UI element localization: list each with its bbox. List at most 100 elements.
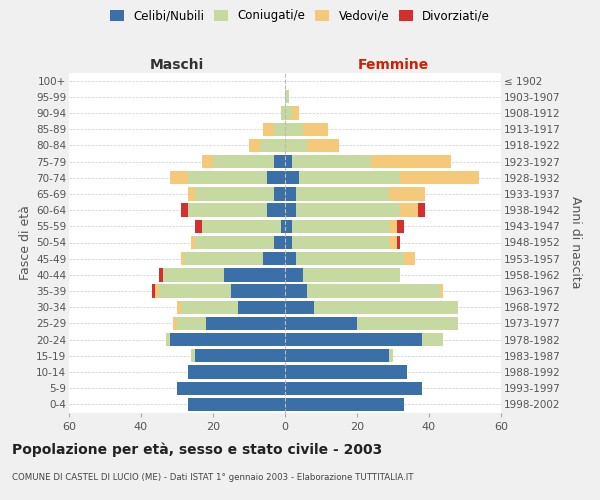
Bar (213, 155, 274, 168)
Bar (188, 171, 267, 184)
Bar (224, 268, 285, 281)
Bar (177, 300, 181, 314)
Bar (285, 220, 292, 233)
Bar (173, 317, 177, 330)
Bar (296, 252, 404, 266)
Bar (307, 138, 339, 152)
Bar (285, 333, 422, 346)
Bar (285, 349, 389, 362)
Bar (155, 284, 159, 298)
Bar (285, 398, 404, 411)
Bar (274, 122, 285, 136)
Bar (292, 106, 299, 120)
Bar (195, 220, 202, 233)
Bar (397, 220, 404, 233)
Bar (281, 106, 285, 120)
Bar (191, 236, 195, 249)
Bar (249, 138, 260, 152)
Bar (177, 317, 206, 330)
Bar (285, 284, 307, 298)
Bar (285, 268, 303, 281)
Bar (440, 284, 443, 298)
Bar (163, 268, 224, 281)
Bar (260, 138, 285, 152)
Bar (285, 317, 357, 330)
Bar (195, 188, 274, 200)
Y-axis label: Fasce di età: Fasce di età (19, 205, 32, 280)
Bar (397, 236, 400, 249)
Bar (170, 171, 188, 184)
Bar (418, 204, 425, 217)
Bar (170, 333, 285, 346)
Bar (267, 171, 285, 184)
Bar (202, 220, 281, 233)
Bar (357, 317, 458, 330)
Bar (292, 220, 389, 233)
Bar (389, 188, 425, 200)
Bar (285, 300, 314, 314)
Y-axis label: Anni di nascita: Anni di nascita (569, 196, 582, 288)
Bar (307, 284, 440, 298)
Bar (285, 252, 296, 266)
Bar (292, 236, 389, 249)
Bar (159, 268, 163, 281)
Bar (314, 300, 458, 314)
Bar (152, 284, 155, 298)
Bar (371, 155, 451, 168)
Text: Popolazione per età, sesso e stato civile - 2003: Popolazione per età, sesso e stato civil… (12, 442, 382, 457)
Text: Femmine: Femmine (358, 58, 428, 71)
Bar (285, 122, 303, 136)
Bar (285, 204, 296, 217)
Bar (188, 398, 285, 411)
Bar (404, 252, 415, 266)
Bar (263, 122, 274, 136)
Bar (285, 90, 289, 104)
Legend: Celibi/Nubili, Coniugati/e, Vedovi/e, Divorziati/e: Celibi/Nubili, Coniugati/e, Vedovi/e, Di… (106, 6, 494, 26)
Bar (191, 349, 195, 362)
Bar (285, 138, 307, 152)
Bar (188, 204, 267, 217)
Bar (195, 236, 274, 249)
Bar (296, 204, 400, 217)
Bar (188, 188, 195, 200)
Bar (389, 349, 393, 362)
Bar (285, 155, 292, 168)
Bar (202, 155, 213, 168)
Bar (285, 366, 407, 378)
Bar (181, 204, 188, 217)
Bar (267, 204, 285, 217)
Bar (274, 236, 285, 249)
Bar (263, 252, 285, 266)
Bar (389, 220, 397, 233)
Bar (195, 349, 285, 362)
Bar (188, 366, 285, 378)
Bar (285, 188, 296, 200)
Bar (400, 204, 418, 217)
Bar (285, 236, 292, 249)
Bar (422, 333, 443, 346)
Bar (303, 122, 328, 136)
Bar (389, 236, 397, 249)
Bar (296, 188, 389, 200)
Bar (206, 317, 285, 330)
Bar (285, 382, 422, 395)
Bar (238, 300, 285, 314)
Text: COMUNE DI CASTEL DI LUCIO (ME) - Dati ISTAT 1° gennaio 2003 - Elaborazione TUTTI: COMUNE DI CASTEL DI LUCIO (ME) - Dati IS… (12, 472, 413, 482)
Bar (166, 333, 170, 346)
Bar (285, 171, 299, 184)
Bar (303, 268, 400, 281)
Bar (177, 382, 285, 395)
Bar (159, 284, 231, 298)
Bar (285, 106, 292, 120)
Bar (292, 155, 371, 168)
Bar (274, 155, 285, 168)
Bar (281, 220, 285, 233)
Bar (400, 171, 479, 184)
Bar (299, 171, 400, 184)
Bar (181, 252, 184, 266)
Bar (184, 252, 263, 266)
Bar (181, 300, 238, 314)
Text: Maschi: Maschi (150, 58, 204, 71)
Bar (274, 188, 285, 200)
Bar (231, 284, 285, 298)
